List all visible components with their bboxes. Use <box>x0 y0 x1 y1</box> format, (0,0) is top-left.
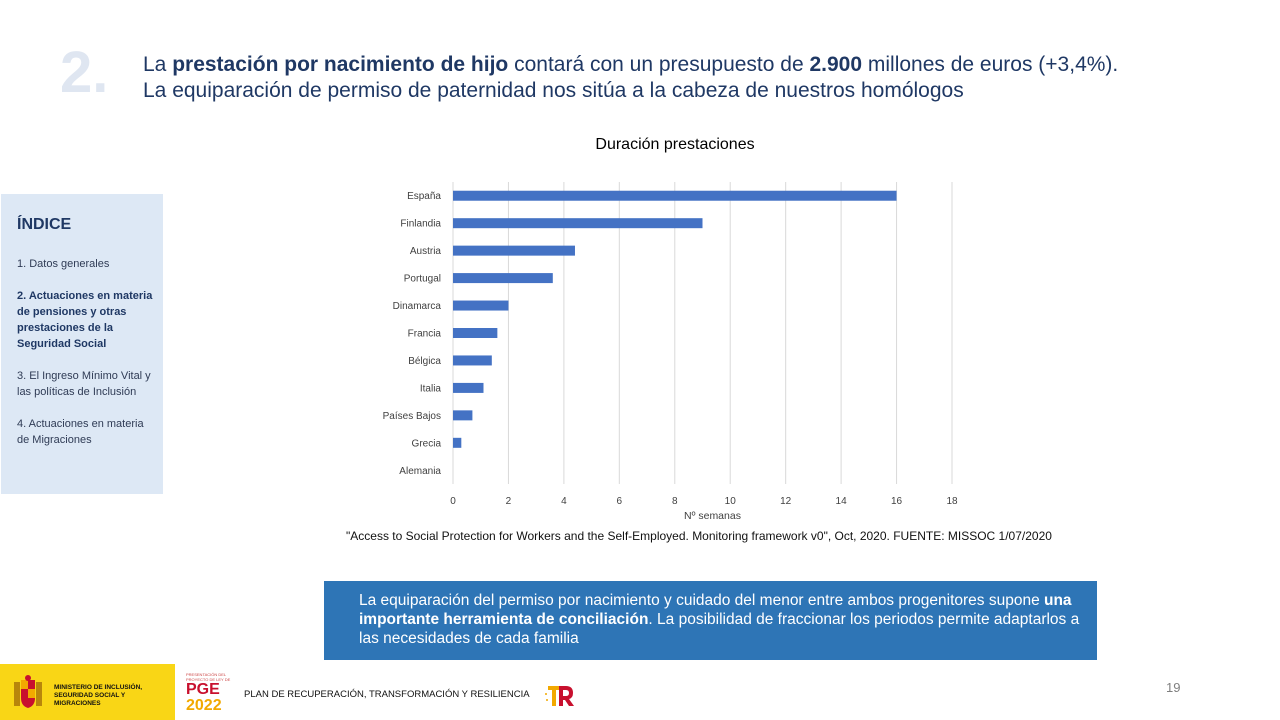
bar <box>453 328 498 338</box>
bar <box>453 300 509 311</box>
x-tick-label: 18 <box>946 496 958 507</box>
x-axis-label: Nº semanas <box>684 510 741 522</box>
category-label: Países Bajos <box>383 411 441 422</box>
callout-text-2: . La posibilidad de fraccionar los perio… <box>359 611 1080 647</box>
callout-bold: una importante herramienta de conciliaci… <box>359 592 1072 628</box>
x-tick-label: 6 <box>617 496 623 507</box>
coat-of-arms-icon <box>14 675 42 708</box>
ministry-logo: MINISTERIO DE INCLUSIÓN, SEGURIDAD SOCIA… <box>0 664 175 720</box>
bar <box>453 218 703 229</box>
callout-text-1: La equiparación del permiso por nacimien… <box>359 592 1044 609</box>
sidebar-title: ÍNDICE <box>17 216 72 233</box>
bar <box>453 382 484 393</box>
bar <box>453 437 462 448</box>
headline-bold-2: 2.900 <box>809 53 863 76</box>
source-note: "Access to Social Protection for Workers… <box>346 529 1052 543</box>
bar <box>453 190 897 201</box>
x-tick-label: 8 <box>672 496 678 507</box>
category-label: Finlandia <box>400 219 441 230</box>
page-number: 19 <box>1166 680 1181 695</box>
x-tick-label: 10 <box>725 496 737 507</box>
bar-chart: 0 2 4 6 8 10 12 14 16 18 España Finlandia Austria Por… <box>383 182 958 522</box>
plan-recuperacion-text: PLAN DE RECUPERACIÓN, TRANSFORMACIÓN Y R… <box>244 689 530 700</box>
tr-logo-icon <box>545 686 574 706</box>
x-tick-label: 0 <box>450 496 456 507</box>
index-sidebar: ÍNDICE 1. Datos generales 2. Actuaciones… <box>1 194 163 494</box>
pge-caption: PRESENTACIÓN DEL PROYECTO DE LEY DE <box>186 672 231 682</box>
category-label: Grecia <box>412 438 442 449</box>
slide-number: 2. <box>60 40 109 105</box>
pge-text: PGE <box>186 681 220 698</box>
sidebar-item-ingreso-minimo[interactable]: 3. El Ingreso Mínimo Vital y las polític… <box>17 370 151 398</box>
category-label: Dinamarca <box>393 301 442 312</box>
headline-line-2: La equiparación de permiso de paternidad… <box>143 79 964 102</box>
category-label: España <box>407 191 441 202</box>
category-label: Portugal <box>404 274 441 285</box>
category-label: Francia <box>408 329 442 340</box>
bar <box>453 273 553 284</box>
x-tick-label: 2 <box>506 496 512 507</box>
x-tick-label: 16 <box>891 496 903 507</box>
sidebar-item-datos-generales[interactable]: 1. Datos generales <box>17 258 110 270</box>
ministry-name: MINISTERIO DE INCLUSIÓN, SEGURIDAD SOCIA… <box>54 684 143 707</box>
bar <box>453 355 492 366</box>
category-label: Austria <box>410 246 442 257</box>
sidebar-item-migraciones[interactable]: 4. Actuaciones en materia de Migraciones <box>17 418 144 446</box>
category-label: Alemania <box>399 466 441 477</box>
chart-title: Duración prestaciones <box>595 136 755 153</box>
bar <box>453 245 575 256</box>
category-label: Bélgica <box>408 356 441 367</box>
headline-bold-1: prestación por nacimiento de hijo <box>172 53 509 76</box>
bar <box>453 410 473 421</box>
category-label: Italia <box>420 383 442 394</box>
headline-text-2: contará con un presupuesto de <box>508 53 810 76</box>
headline-text-3: millones de euros (+3,4%). <box>862 53 1119 76</box>
x-tick-label: 14 <box>836 496 848 507</box>
headline-text-1: La <box>143 53 173 76</box>
headline: La prestación por nacimiento de hijo con… <box>143 52 1243 104</box>
pge-year: 2022 <box>186 697 222 714</box>
callout-box: La equiparación del permiso por nacimien… <box>324 581 1097 660</box>
sidebar-item-pensiones[interactable]: 2. Actuaciones en materia de pensiones y… <box>17 290 153 350</box>
x-tick-label: 4 <box>561 496 567 507</box>
pge-logo: PRESENTACIÓN DEL PROYECTO DE LEY DE PGE … <box>186 672 234 716</box>
x-tick-label: 12 <box>780 496 792 507</box>
